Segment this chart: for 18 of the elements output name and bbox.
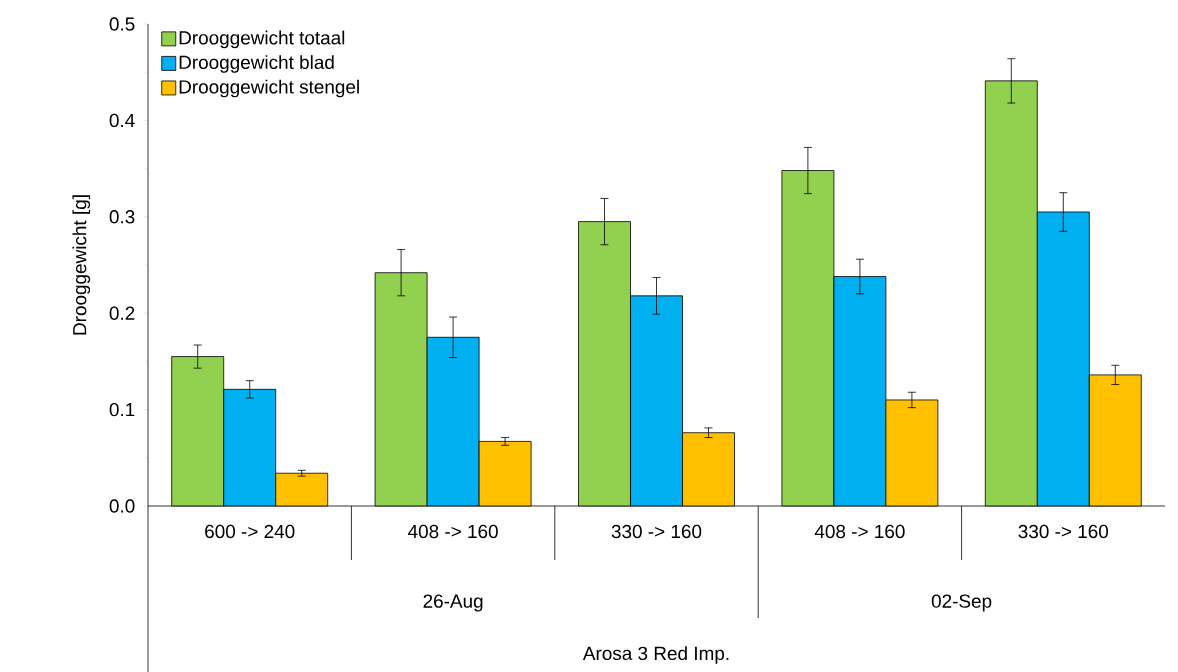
y-tick-label: 0.2 [109,306,135,320]
x-tick-label: 408 -> 160 [814,524,905,538]
y-tick-label: 0.4 [109,113,135,127]
y-tick-label: 0.3 [109,209,135,224]
x-tick-label: 600 -> 240 [205,524,295,538]
x-tick-label: 408 -> 160 [408,524,498,538]
text: 02-Sep [931,594,992,612]
legend-label: Drooggewicht blad [179,54,334,73]
y-axis-title: Drooggewicht [g] [72,195,91,335]
text: Arosa 3 Red Imp. [582,645,729,664]
x-tick-label: 330 -> 160 [611,524,702,538]
y-tick-label: 0.5 [109,17,135,31]
y-tick-label: 0.0 [109,499,135,513]
legend-label: Drooggewicht totaal [179,30,345,49]
x-tick-label: 330 -> 160 [1018,524,1109,538]
text: 26-Aug [423,594,483,612]
y-tick-label: 0.1 [109,402,135,417]
legend-label: Drooggewicht stengel [179,79,359,98]
